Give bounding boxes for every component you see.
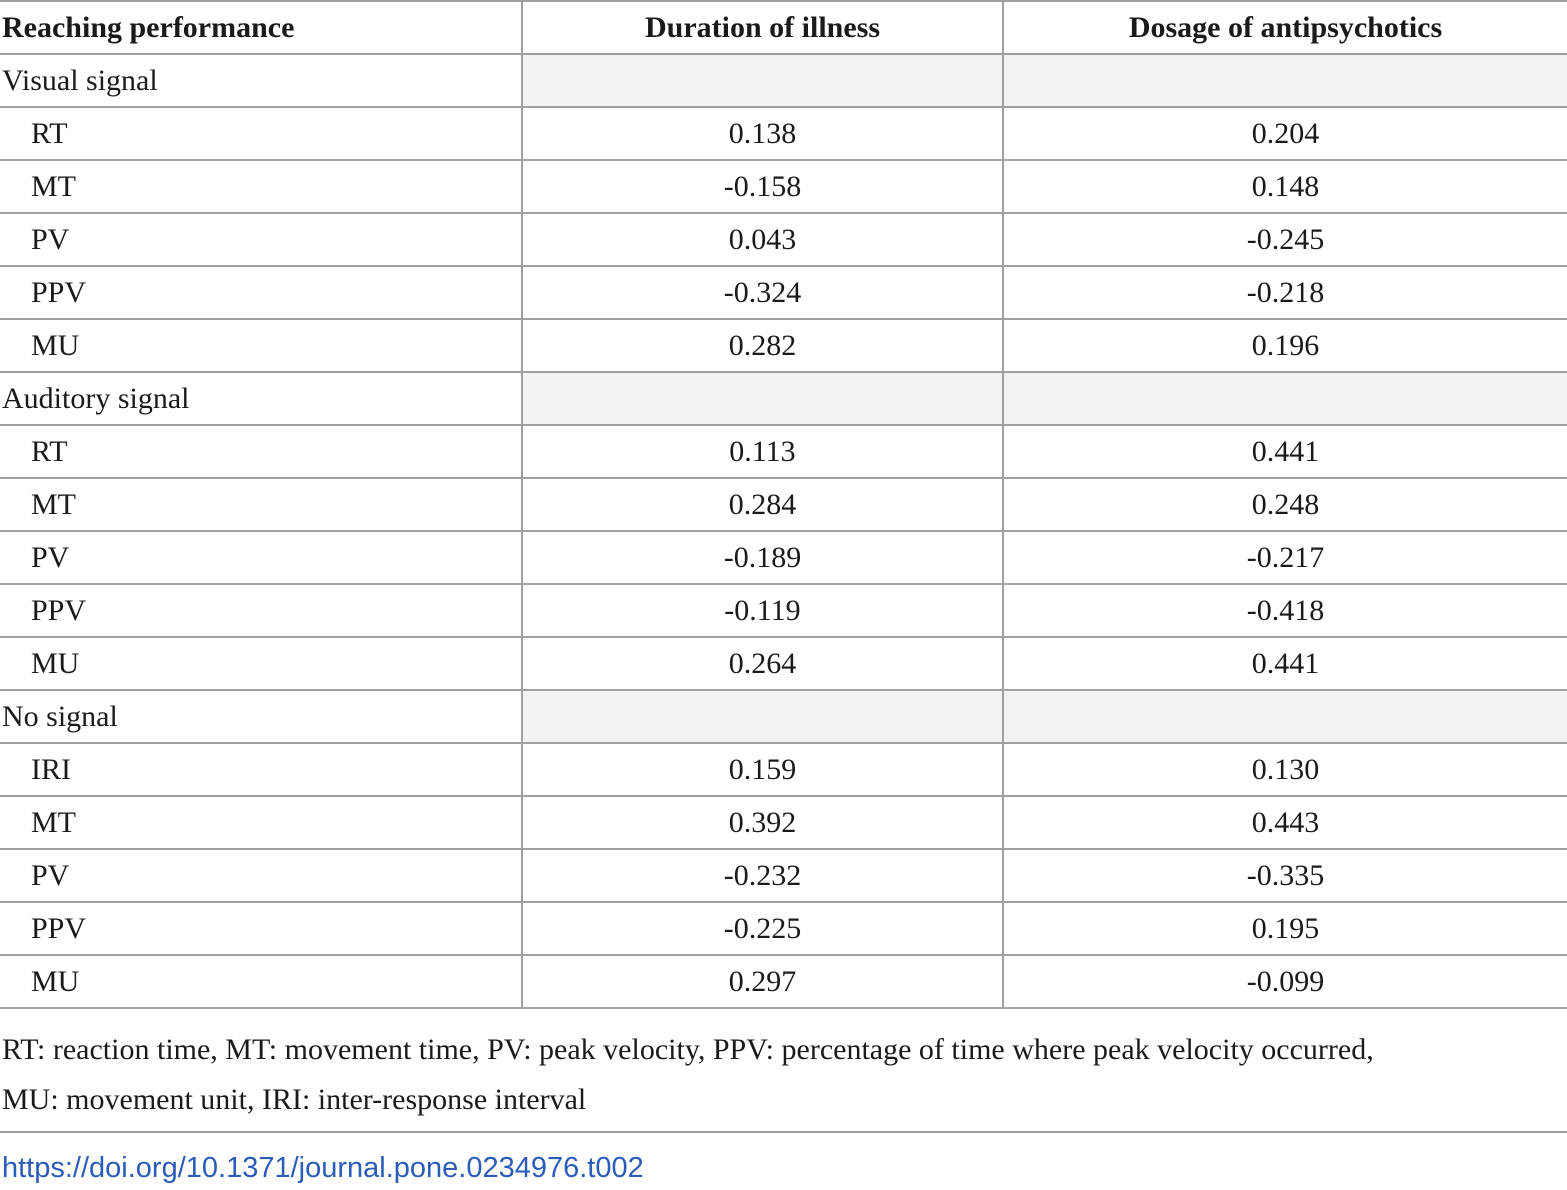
dosage-value-cell: -0.099 [1002,955,1567,1009]
measure-cell: PV [0,531,522,585]
group-label: Visual signal [0,54,522,108]
table-row: MT 0.392 0.443 [0,796,1567,850]
group-row: Visual signal [0,54,1567,108]
footnote-line-1: RT: reaction time, MT: movement time, PV… [2,1033,1374,1066]
group-label: No signal [0,690,522,744]
duration-value-cell: 0.284 [521,478,1003,532]
group-label: Auditory signal [0,372,522,426]
duration-value-cell: -0.189 [521,531,1003,585]
group-row: Auditory signal [0,372,1567,426]
table-row: MT 0.284 0.248 [0,478,1567,532]
measure-cell: PPV [0,584,522,638]
dosage-value-cell: -0.245 [1002,213,1567,267]
table-row: MT -0.158 0.148 [0,160,1567,214]
duration-value-cell: 0.392 [521,796,1003,850]
measure-cell: PPV [0,902,522,956]
duration-value-cell: -0.158 [521,160,1003,214]
duration-value-cell: 0.282 [521,319,1003,373]
dosage-value-cell: 0.441 [1002,637,1567,691]
duration-value-cell: 0.159 [521,743,1003,797]
correlation-table: Reaching performance Duration of illness… [0,0,1567,1009]
table-body: Visual signal RT 0.138 0.204 MT -0.158 0.148 PV… [0,54,1567,1009]
duration-value-cell: 0.043 [521,213,1003,267]
dosage-value-cell: 0.148 [1002,160,1567,214]
measure-cell: IRI [0,743,522,797]
table-row: PV -0.232 -0.335 [0,849,1567,903]
table-row: PV -0.189 -0.217 [0,531,1567,585]
duration-value-cell: 0.297 [521,955,1003,1009]
duration-value-cell: 0.138 [521,107,1003,161]
table-row: IRI 0.159 0.130 [0,743,1567,797]
header-duration-of-illness: Duration of illness [521,0,1003,55]
group-empty-cell [521,372,1003,426]
dosage-value-cell: 0.248 [1002,478,1567,532]
group-empty-cell [1002,690,1567,744]
dosage-value-cell: 0.196 [1002,319,1567,373]
doi-link[interactable]: https://doi.org/10.1371/journal.pone.023… [2,1152,644,1184]
group-empty-cell [521,690,1003,744]
header-dosage-of-antipsychotics: Dosage of antipsychotics [1002,0,1567,55]
table-row: PPV -0.324 -0.218 [0,266,1567,320]
group-empty-cell [1002,372,1567,426]
duration-value-cell: -0.119 [521,584,1003,638]
duration-value-cell: -0.225 [521,902,1003,956]
table-footnote: RT: reaction time, MT: movement time, PV… [2,1025,1562,1125]
table-row: PPV -0.225 0.195 [0,902,1567,956]
header-row: Reaching performance Duration of illness… [0,0,1567,55]
table-row: MU 0.264 0.441 [0,637,1567,691]
measure-cell: PPV [0,266,522,320]
duration-value-cell: 0.264 [521,637,1003,691]
measure-cell: PV [0,213,522,267]
table-row: MU 0.297 -0.099 [0,955,1567,1009]
dosage-value-cell: -0.335 [1002,849,1567,903]
dosage-value-cell: 0.130 [1002,743,1567,797]
bottom-divider [0,1131,1567,1133]
measure-cell: MU [0,319,522,373]
measure-cell: PV [0,849,522,903]
group-empty-cell [1002,54,1567,108]
dosage-value-cell: -0.217 [1002,531,1567,585]
dosage-value-cell: 0.441 [1002,425,1567,479]
dosage-value-cell: 0.443 [1002,796,1567,850]
dosage-value-cell: -0.218 [1002,266,1567,320]
measure-cell: MT [0,478,522,532]
measure-cell: MU [0,637,522,691]
table-row: PPV -0.119 -0.418 [0,584,1567,638]
dosage-value-cell: 0.195 [1002,902,1567,956]
dosage-value-cell: 0.204 [1002,107,1567,161]
duration-value-cell: -0.232 [521,849,1003,903]
table-row: MU 0.282 0.196 [0,319,1567,373]
duration-value-cell: -0.324 [521,266,1003,320]
measure-cell: RT [0,107,522,161]
duration-value-cell: 0.113 [521,425,1003,479]
header-reaching-performance: Reaching performance [0,0,522,55]
measure-cell: MT [0,160,522,214]
table-row: RT 0.113 0.441 [0,425,1567,479]
table-row: PV 0.043 -0.245 [0,213,1567,267]
table-row: RT 0.138 0.204 [0,107,1567,161]
measure-cell: RT [0,425,522,479]
measure-cell: MT [0,796,522,850]
measure-cell: MU [0,955,522,1009]
dosage-value-cell: -0.418 [1002,584,1567,638]
footnote-line-2: MU: movement unit, IRI: inter-response i… [2,1083,587,1116]
group-row: No signal [0,690,1567,744]
group-empty-cell [521,54,1003,108]
